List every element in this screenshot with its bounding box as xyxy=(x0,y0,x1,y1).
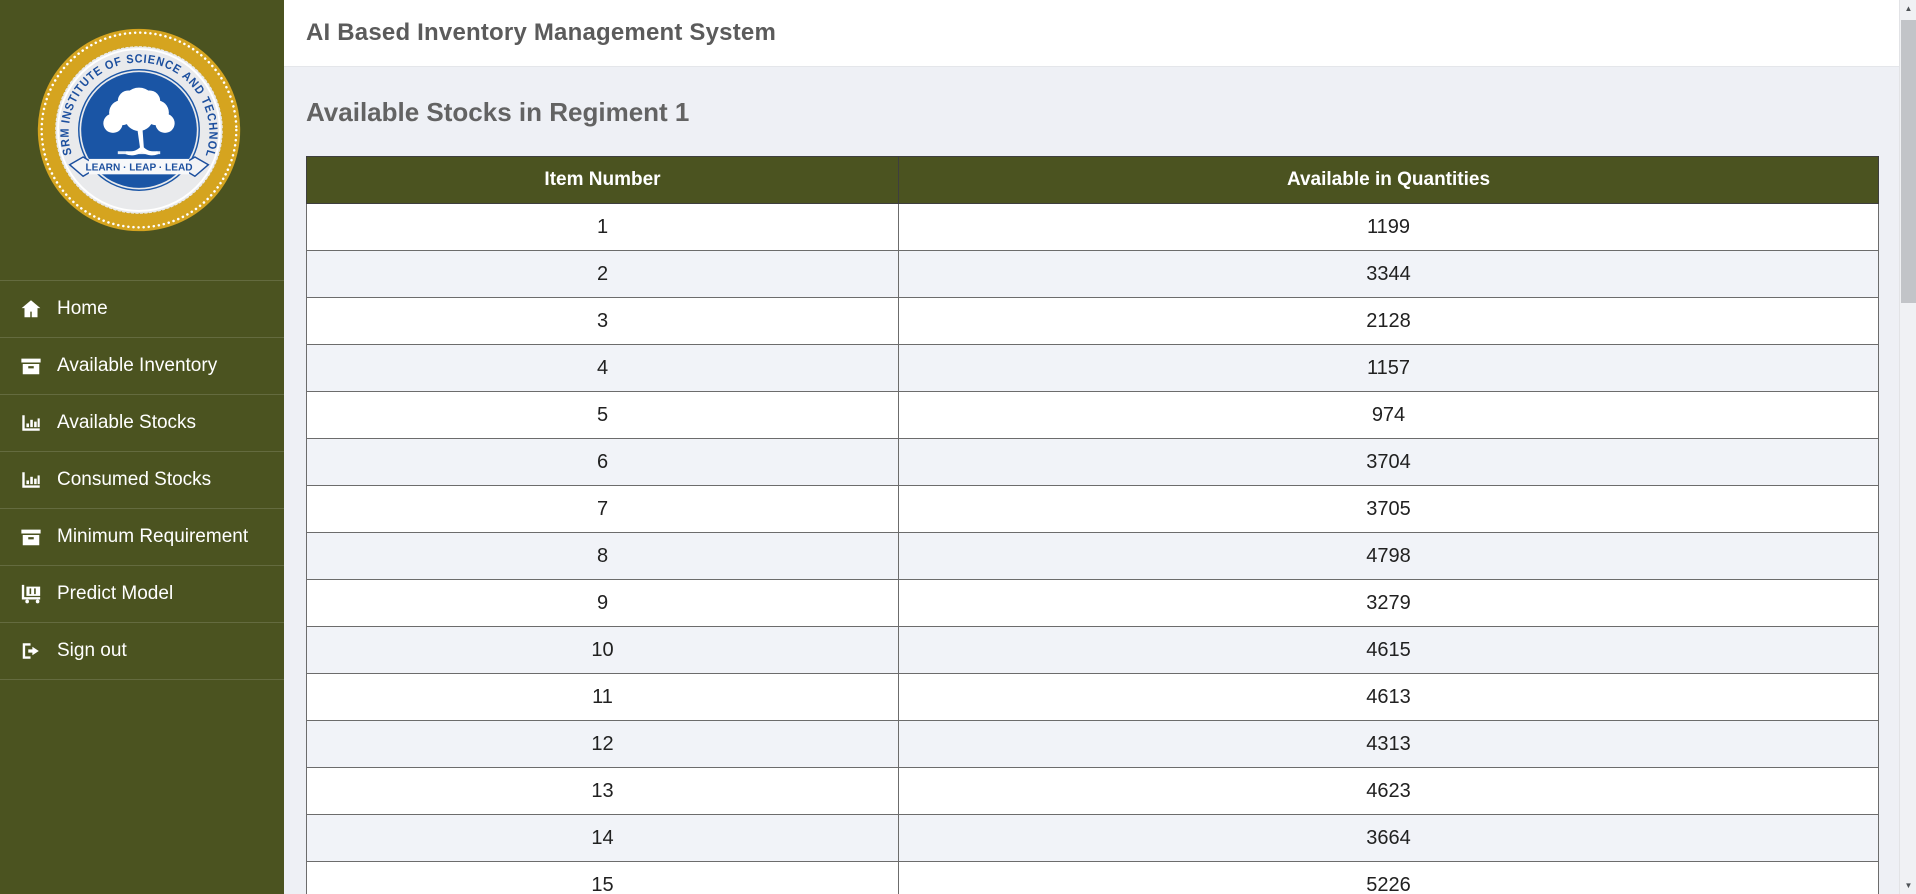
quantity-cell: 3704 xyxy=(898,438,1879,486)
item-number-cell: 13 xyxy=(306,767,899,815)
quantity-cell: 4623 xyxy=(898,767,1879,815)
column-header-available-quantities: Available in Quantities xyxy=(898,156,1879,204)
table-row: 2 3344 xyxy=(306,250,1879,298)
srm-institute-seal-icon: SRM INSTITUTE OF SCIENCE AND TECHNOLOGY … xyxy=(33,24,241,232)
sidebar-item-available-stocks[interactable]: Available Stocks xyxy=(0,395,284,452)
item-number-cell: 5 xyxy=(306,391,899,439)
item-number-cell: 6 xyxy=(306,438,899,486)
item-number-cell: 8 xyxy=(306,532,899,580)
home-icon xyxy=(18,297,44,321)
scroll-down-button[interactable]: ▼ xyxy=(1900,877,1916,894)
quantity-cell: 1199 xyxy=(898,203,1879,251)
item-number-cell: 9 xyxy=(306,579,899,627)
archive-box-icon xyxy=(18,354,44,378)
column-header-item-number: Item Number xyxy=(306,156,899,204)
archive-box-icon xyxy=(18,525,44,549)
logo-banner-ribbon: LEARN · LEAP · LEAD xyxy=(68,156,210,178)
sidebar-item-available-inventory[interactable]: Available Inventory xyxy=(0,338,284,395)
item-number-cell: 4 xyxy=(306,344,899,392)
quantity-cell: 4613 xyxy=(898,673,1879,721)
item-number-cell: 15 xyxy=(306,861,899,894)
quantity-cell: 2128 xyxy=(898,297,1879,345)
table-header-row: Item Number Available in Quantities xyxy=(306,156,1879,204)
table-row: 11 4613 xyxy=(306,673,1879,721)
sidebar-item-label: Consumed Stocks xyxy=(57,469,212,490)
scrollbar-thumb[interactable] xyxy=(1901,20,1916,303)
item-number-cell: 12 xyxy=(306,720,899,768)
scroll-up-button[interactable]: ▲ xyxy=(1900,0,1916,17)
item-number-cell: 3 xyxy=(306,297,899,345)
item-number-cell: 2 xyxy=(306,250,899,298)
table-row: 9 3279 xyxy=(306,579,1879,627)
table-row: 10 4615 xyxy=(306,626,1879,674)
page-heading: Available Stocks in Regiment 1 xyxy=(306,97,690,127)
sidebar-item-home[interactable]: Home xyxy=(0,281,284,338)
tree-icon xyxy=(103,87,175,156)
table-row: 3 2128 xyxy=(306,297,1879,345)
table-row: 4 1157 xyxy=(306,344,1879,392)
app-title: AI Based Inventory Management System xyxy=(306,19,777,46)
stock-table-body: 1 1199 2 3344 3 2128 4 1157 5 974 6 3704 7 3705 8 4798 9… xyxy=(306,203,1879,894)
sidebar: SRM INSTITUTE OF SCIENCE AND TECHNOLOGY … xyxy=(0,0,284,894)
table-row: 5 974 xyxy=(306,391,1879,439)
sign-out-icon xyxy=(18,639,44,663)
quantity-cell: 3344 xyxy=(898,250,1879,298)
sidebar-item-label: Minimum Requirement xyxy=(57,526,249,547)
table-row: 15 5226 xyxy=(306,861,1879,894)
luggage-cart-icon xyxy=(18,582,44,606)
sidebar-menu: Home Available Inventory Available Stock… xyxy=(0,280,284,680)
item-number-cell: 7 xyxy=(306,485,899,533)
quantity-cell: 4798 xyxy=(898,532,1879,580)
table-row: 13 4623 xyxy=(306,767,1879,815)
table-row: 7 3705 xyxy=(306,485,1879,533)
sidebar-item-minimum-requirement[interactable]: Minimum Requirement xyxy=(0,509,284,566)
table-row: 6 3704 xyxy=(306,438,1879,486)
vertical-scrollbar[interactable]: ▲ ▼ xyxy=(1899,0,1916,894)
bar-chart-icon xyxy=(18,411,44,435)
sidebar-item-sign-out[interactable]: Sign out xyxy=(0,623,284,680)
table-row: 1 1199 xyxy=(306,203,1879,251)
quantity-cell: 1157 xyxy=(898,344,1879,392)
quantity-cell: 974 xyxy=(898,391,1879,439)
sidebar-item-label: Available Inventory xyxy=(57,355,218,376)
sidebar-item-consumed-stocks[interactable]: Consumed Stocks xyxy=(0,452,284,509)
topbar: AI Based Inventory Management System xyxy=(284,0,1899,67)
bar-chart-icon xyxy=(18,468,44,492)
main-content: Available Stocks in Regiment 1 Item Numb… xyxy=(284,67,1899,894)
sidebar-item-label: Sign out xyxy=(57,640,127,661)
sidebar-item-label: Home xyxy=(57,298,108,319)
item-number-cell: 1 xyxy=(306,203,899,251)
table-row: 12 4313 xyxy=(306,720,1879,768)
item-number-cell: 14 xyxy=(306,814,899,862)
item-number-cell: 10 xyxy=(306,626,899,674)
srm-logo: SRM INSTITUTE OF SCIENCE AND TECHNOLOGY … xyxy=(0,0,284,280)
sidebar-item-predict-model[interactable]: Predict Model xyxy=(0,566,284,623)
logo-banner-text: LEARN · LEAP · LEAD xyxy=(85,162,192,173)
stock-table: Item Number Available in Quantities 1 119… xyxy=(306,156,1879,894)
quantity-cell: 3705 xyxy=(898,485,1879,533)
sidebar-item-label: Predict Model xyxy=(57,583,174,604)
table-row: 14 3664 xyxy=(306,814,1879,862)
sidebar-item-label: Available Stocks xyxy=(57,412,197,433)
quantity-cell: 3279 xyxy=(898,579,1879,627)
table-row: 8 4798 xyxy=(306,532,1879,580)
quantity-cell: 4313 xyxy=(898,720,1879,768)
quantity-cell: 3664 xyxy=(898,814,1879,862)
item-number-cell: 11 xyxy=(306,673,899,721)
quantity-cell: 4615 xyxy=(898,626,1879,674)
quantity-cell: 5226 xyxy=(898,861,1879,894)
